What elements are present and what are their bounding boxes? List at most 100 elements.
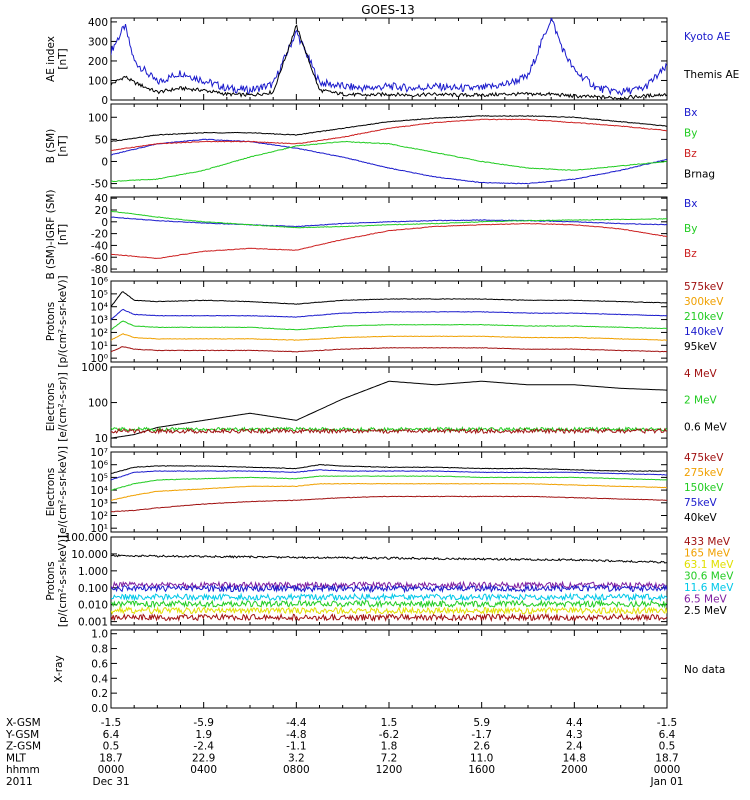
ephemeris-value: 0800 (283, 764, 310, 776)
legend-entry: No data (684, 664, 725, 676)
y-axis-label: Electrons (45, 468, 57, 517)
y-tick-label: 0 (101, 95, 108, 107)
y-tick-label: 10⁶ (90, 276, 108, 288)
panel-bsm: -50 0 50 100 B (SM) [nT] Bx By Bz Brnag (45, 103, 715, 191)
legend-entry: 275keV (684, 467, 724, 479)
ephemeris-value: 1200 (376, 764, 403, 776)
legend-entry: Bz (684, 248, 697, 260)
plot-title: GOES-13 (361, 3, 415, 17)
ephemeris-value: 1600 (468, 764, 495, 776)
y-tick-label: 1000 (81, 362, 108, 374)
ephemeris-value: -2.4 (193, 741, 214, 753)
y-tick-label: 0.0 (91, 703, 108, 715)
legend-entry: 11.6 MeV (684, 582, 734, 594)
legend-entry: 2 MeV (684, 395, 718, 407)
ephemeris-value: 2000 (561, 764, 588, 776)
legend-protons_kev: 575keV 300keV 210keV 140keV 95keV (684, 281, 724, 353)
ephemeris-row-label: Y-GSM (5, 729, 39, 741)
series-line-bsmigrf-2 (111, 222, 667, 259)
y-tick-label: 300 (88, 36, 108, 48)
y-tick-label: 10⁰ (90, 353, 108, 365)
legend-entry: 63.1 MeV (684, 559, 734, 571)
y-tick-label: 0.8 (91, 644, 108, 656)
ephemeris-value: 11.0 (470, 752, 493, 764)
ephemeris-row-label: X-GSM (6, 717, 41, 729)
legend-entry: 4 MeV (684, 368, 718, 380)
y-tick-label: 10¹ (90, 523, 108, 535)
y-tick-label: 0.2 (91, 688, 108, 700)
legend-entry: 475keV (684, 452, 724, 464)
panel-ae: 0 100 200 300 400 AE index [nT] Kyoto AE Themis … (45, 17, 739, 107)
ephemeris-value: 1.9 (195, 729, 212, 741)
y-axis-label: Electrons (45, 383, 57, 432)
series-line-protons_kev-1 (111, 308, 667, 321)
series-line-bsm-0 (111, 138, 667, 185)
y-tick-label: 40 (95, 193, 108, 205)
y-axis-label: Protons (45, 302, 57, 341)
series-line-electrons_kev-3 (111, 482, 667, 501)
y-axis-label: Protons (45, 561, 57, 600)
panel-electrons_mev: 10 100 1000 Electrons [e/(cm²-s-sr)] 4 MeV 2 M… (45, 362, 728, 448)
ephemeris-row-label: 2011 (6, 776, 33, 788)
legend-entry: 2.5 MeV (684, 605, 728, 617)
y-axis-label: [nT] (57, 48, 69, 69)
series-line-ae-0 (111, 18, 667, 96)
panel-frame-electrons_kev (110, 451, 668, 533)
y-tick-label: 10² (90, 510, 108, 522)
series-line-protons_kev-2 (111, 320, 667, 331)
series-line-protons_mev-3 (111, 592, 667, 602)
series-line-electrons_mev-2 (111, 427, 667, 435)
series-line-bsm-3 (111, 115, 667, 142)
ephemeris-value: 14.8 (563, 752, 586, 764)
ephemeris-row-label: hhmm (6, 764, 40, 776)
y-tick-label: -40 (91, 240, 108, 252)
y-tick-label: -20 (91, 229, 108, 241)
ephemeris-value: Dec 31 (92, 776, 129, 788)
legend-entry: By (684, 223, 697, 235)
y-tick-label: 10⁵ (90, 289, 108, 301)
series-line-protons_mev-2 (111, 583, 667, 594)
legend-entry: 6.5 MeV (684, 594, 728, 606)
y-tick-label: 10⁶ (90, 460, 108, 472)
ephemeris-value: 0400 (190, 764, 217, 776)
ephemeris-value: 0000 (98, 764, 125, 776)
series-line-protons_kev-4 (111, 346, 667, 353)
ephemeris-value: 6.4 (659, 729, 676, 741)
series-line-protons_kev-0 (111, 291, 667, 307)
y-tick-label: 0 (101, 156, 108, 168)
y-axis-label: [e/(cm²-s-sr-keV)] (57, 446, 69, 538)
series-line-protons_mev-5 (111, 605, 667, 616)
series-line-bsm-1 (111, 140, 667, 183)
y-axis-label: B (SM)-IGRF (SM) (45, 189, 57, 279)
legend-entry: 75keV (684, 497, 718, 509)
legend-xray: No data (684, 664, 725, 676)
y-tick-label: 10¹ (90, 340, 108, 352)
ephemeris-value: -5.9 (193, 717, 214, 729)
legend-entry: 40keV (684, 512, 718, 524)
panel-frame-ae (110, 17, 668, 101)
legend-entry: 575keV (684, 281, 724, 293)
y-tick-label: 10⁴ (90, 485, 108, 497)
series-line-protons_mev-6 (111, 612, 667, 623)
y-tick-label: 10 (95, 433, 108, 445)
legend-entry: Bz (684, 148, 697, 160)
y-tick-label: 0.4 (91, 673, 108, 685)
y-tick-label: 0.001 (78, 617, 108, 629)
legend-entry: By (684, 128, 697, 140)
ephemeris-value: 5.9 (473, 717, 490, 729)
series-line-bsmigrf-1 (111, 210, 667, 229)
series-line-electrons_mev-0 (111, 380, 667, 439)
legend-entry: 433 MeV (684, 536, 731, 548)
panel-protons_mev: 0.001 0.010 0.100 1.000 10.000 100.000 Protons… (45, 532, 734, 629)
panel-frame-bsm (110, 103, 668, 189)
series-line-protons_kev-3 (111, 333, 667, 341)
legend-entry: Themis AE (683, 69, 739, 81)
series-line-ae-1 (111, 24, 667, 100)
y-axis-label: [p/(cm²-s-sr-keV)] (57, 535, 69, 627)
y-tick-label: 100.000 (65, 532, 108, 544)
series-line-protons_mev-1 (111, 580, 667, 591)
y-axis-label: [e/(cm²-s-sr)] (57, 372, 69, 441)
legend-entry: 95keV (684, 341, 718, 353)
ephemeris-row-label: MLT (6, 752, 26, 764)
